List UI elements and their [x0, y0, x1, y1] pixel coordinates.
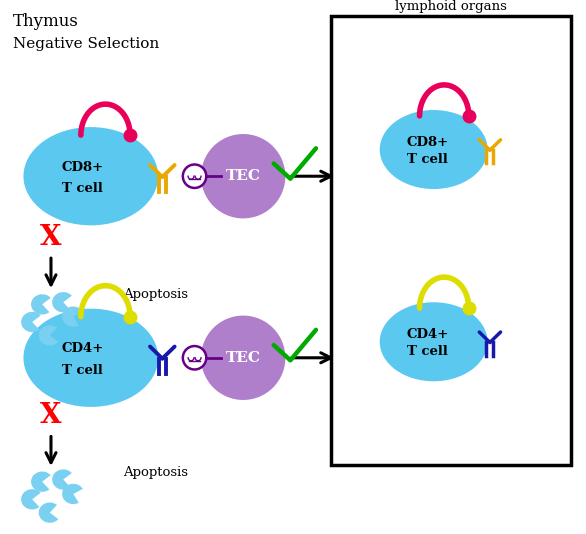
Text: T cell: T cell: [407, 153, 448, 166]
Ellipse shape: [23, 309, 158, 407]
Ellipse shape: [380, 110, 488, 189]
Wedge shape: [21, 489, 41, 509]
Wedge shape: [31, 294, 51, 315]
Ellipse shape: [183, 164, 206, 188]
Text: CD8+: CD8+: [62, 161, 104, 174]
Text: CD8+: CD8+: [406, 136, 448, 149]
Text: T cell: T cell: [407, 345, 448, 358]
Ellipse shape: [183, 346, 206, 370]
Text: T cell: T cell: [62, 182, 103, 195]
Text: Apoptosis: Apoptosis: [123, 288, 188, 301]
Text: X: X: [40, 224, 62, 251]
Wedge shape: [52, 469, 72, 490]
Text: Thymus: Thymus: [13, 13, 79, 30]
Text: Apoptosis: Apoptosis: [123, 466, 188, 479]
Ellipse shape: [23, 127, 158, 225]
Ellipse shape: [380, 302, 488, 381]
Text: X: X: [40, 402, 62, 429]
Text: TEC: TEC: [226, 169, 261, 183]
Wedge shape: [21, 312, 41, 332]
Wedge shape: [31, 472, 51, 492]
Wedge shape: [39, 502, 59, 523]
Text: TEC: TEC: [226, 351, 261, 365]
Ellipse shape: [201, 316, 285, 400]
Wedge shape: [62, 484, 83, 504]
Wedge shape: [52, 292, 72, 312]
Text: Negative Selection: Negative Selection: [13, 37, 159, 51]
Wedge shape: [62, 307, 83, 327]
Text: T cell: T cell: [62, 364, 103, 376]
Ellipse shape: [201, 134, 285, 218]
Text: CD4+: CD4+: [62, 342, 104, 356]
Text: CD4+: CD4+: [406, 328, 448, 341]
Wedge shape: [39, 325, 59, 345]
Text: Proceed to secondary
lymphoid organs: Proceed to secondary lymphoid organs: [379, 0, 524, 13]
